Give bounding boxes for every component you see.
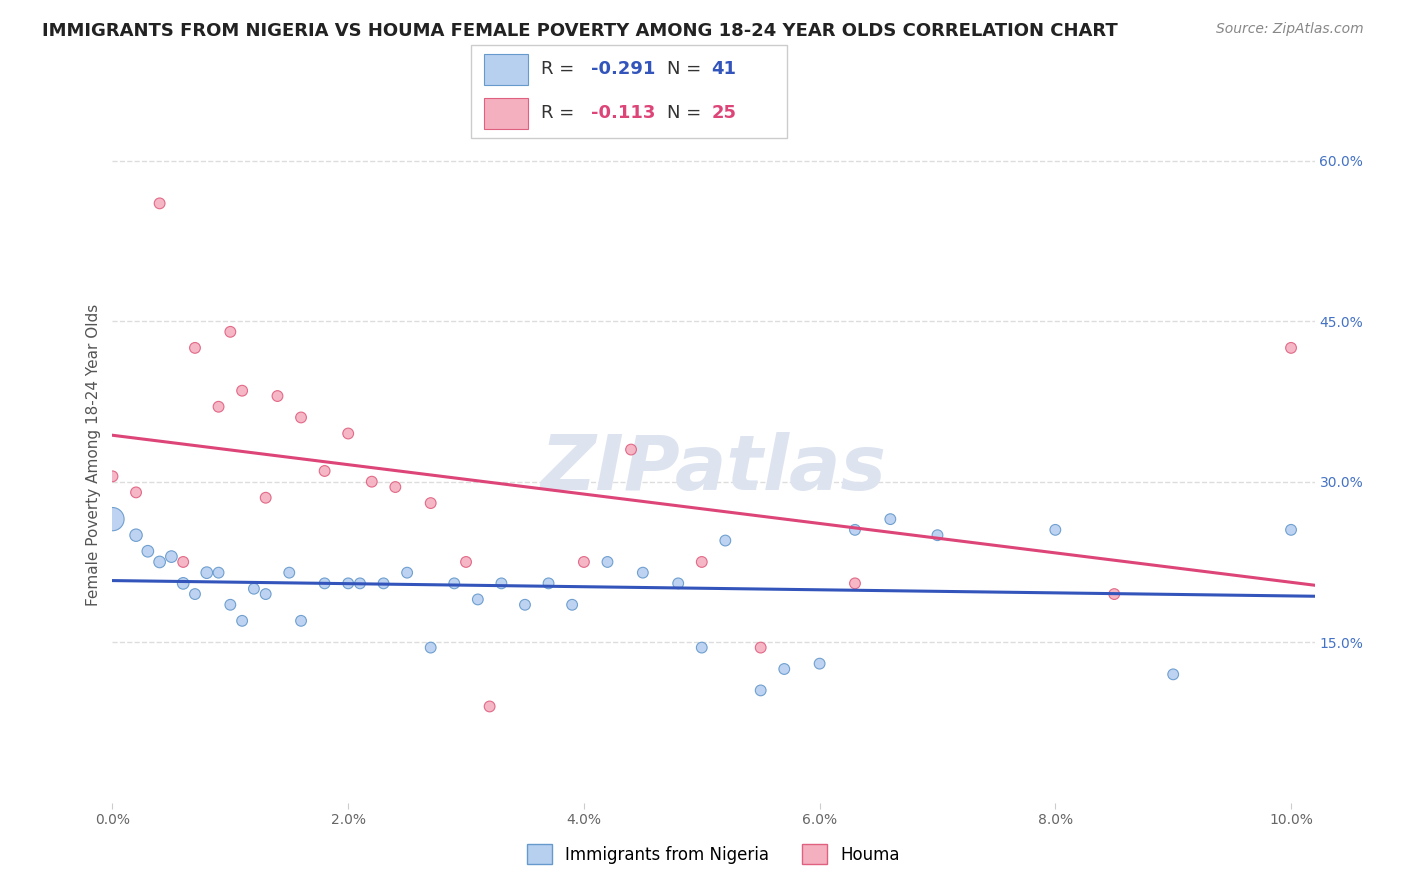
Point (478, 699, 501, 714)
Point (561, 598, 583, 612)
Point (373, 576, 395, 591)
Point (184, 587, 207, 601)
Point (714, 533, 737, 548)
Point (631, 566, 654, 580)
Point (620, 442, 643, 457)
Text: N =: N = (668, 61, 707, 78)
Point (207, 400, 229, 414)
Point (337, 426, 360, 441)
FancyBboxPatch shape (484, 98, 529, 129)
Point (396, 566, 419, 580)
Point (773, 662, 796, 676)
Point (1279, 341, 1302, 355)
Point (1279, 523, 1302, 537)
Point (491, 576, 513, 591)
Point (1161, 667, 1184, 681)
Point (572, 555, 595, 569)
Text: IMMIGRANTS FROM NIGERIA VS HOUMA FEMALE POVERTY AMONG 18-24 YEAR OLDS CORRELATIO: IMMIGRANTS FROM NIGERIA VS HOUMA FEMALE … (42, 22, 1118, 40)
Point (195, 566, 218, 580)
Point (172, 576, 194, 591)
Point (136, 544, 159, 558)
Point (443, 576, 465, 591)
Point (844, 523, 866, 537)
FancyBboxPatch shape (471, 45, 787, 138)
Point (314, 464, 336, 478)
Point (349, 576, 371, 591)
Point (125, 485, 148, 500)
Text: N =: N = (668, 104, 707, 122)
Point (749, 640, 772, 655)
Point (360, 475, 382, 489)
Point (384, 480, 406, 494)
Point (537, 576, 560, 591)
Point (243, 582, 266, 596)
Point (666, 576, 689, 591)
Point (231, 614, 253, 628)
Point (266, 389, 288, 403)
FancyBboxPatch shape (484, 54, 529, 85)
Point (314, 576, 336, 591)
Point (219, 325, 242, 339)
Point (231, 384, 253, 398)
Point (690, 640, 713, 655)
Point (290, 614, 312, 628)
Point (125, 528, 148, 542)
Point (160, 549, 183, 564)
Point (290, 410, 312, 425)
Point (808, 657, 831, 671)
Point (927, 528, 949, 542)
Point (101, 512, 124, 526)
Point (1102, 587, 1125, 601)
Point (454, 555, 477, 569)
Text: -0.113: -0.113 (592, 104, 655, 122)
Text: 41: 41 (711, 61, 737, 78)
Point (101, 469, 124, 483)
Point (207, 566, 229, 580)
Point (149, 196, 172, 211)
Point (690, 555, 713, 569)
Point (219, 598, 242, 612)
Point (254, 491, 277, 505)
Point (467, 592, 489, 607)
Point (184, 341, 207, 355)
Text: Source: ZipAtlas.com: Source: ZipAtlas.com (1216, 22, 1364, 37)
Point (513, 598, 536, 612)
Point (419, 496, 441, 510)
Text: -0.291: -0.291 (592, 61, 655, 78)
Point (1045, 523, 1067, 537)
Point (419, 640, 441, 655)
Point (149, 555, 172, 569)
Point (879, 512, 901, 526)
Text: ZIPatlas: ZIPatlas (540, 432, 887, 506)
Point (337, 576, 360, 591)
Point (844, 576, 866, 591)
Point (596, 555, 619, 569)
Legend: Immigrants from Nigeria, Houma: Immigrants from Nigeria, Houma (520, 838, 907, 871)
Point (749, 683, 772, 698)
Point (254, 587, 277, 601)
Text: R =: R = (541, 104, 579, 122)
Point (172, 555, 194, 569)
Text: 25: 25 (711, 104, 737, 122)
Y-axis label: Female Poverty Among 18-24 Year Olds: Female Poverty Among 18-24 Year Olds (86, 304, 101, 606)
Text: R =: R = (541, 61, 579, 78)
Point (278, 566, 301, 580)
